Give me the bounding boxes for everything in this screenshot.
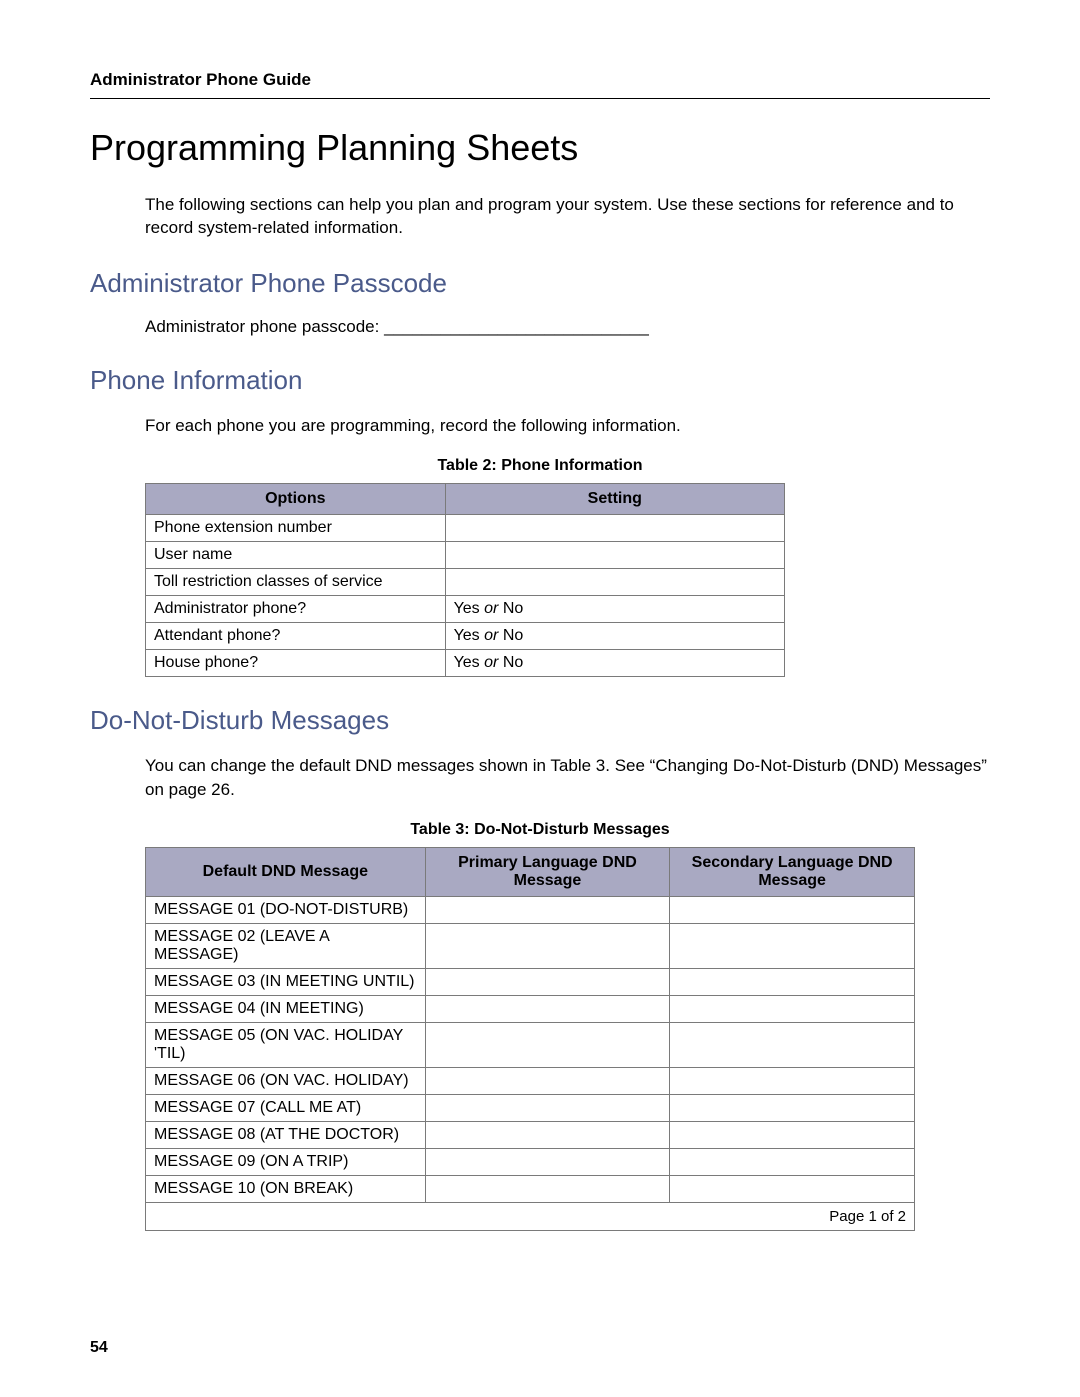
table-row: MESSAGE 08 (AT THE DOCTOR) — [146, 1122, 915, 1149]
page-title: Programming Planning Sheets — [90, 127, 990, 169]
dnd-primary-cell — [425, 1122, 670, 1149]
dnd-primary-cell — [425, 1149, 670, 1176]
yes-text: Yes — [454, 627, 480, 644]
dnd-secondary-cell — [670, 1068, 915, 1095]
col-primary-lang: Primary Language DND Message — [425, 848, 670, 897]
dnd-primary-cell — [425, 969, 670, 996]
dnd-primary-cell — [425, 996, 670, 1023]
table-row: Attendant phone? Yes or No — [146, 623, 785, 650]
dnd-secondary-cell — [670, 924, 915, 969]
table-row: MESSAGE 02 (LEAVE A MESSAGE) — [146, 924, 915, 969]
table-row: MESSAGE 04 (IN MEETING) — [146, 996, 915, 1023]
section-dnd-heading: Do-Not-Disturb Messages — [90, 705, 990, 736]
table-row: MESSAGE 01 (DO-NOT-DISTURB) — [146, 897, 915, 924]
option-cell: Phone extension number — [146, 515, 446, 542]
dnd-table: Default DND Message Primary Language DND… — [145, 847, 915, 1231]
table-row: Administrator phone? Yes or No — [146, 596, 785, 623]
or-text: or — [480, 654, 503, 671]
dnd-paragraph: You can change the default DND messages … — [145, 754, 990, 801]
dnd-primary-cell — [425, 1068, 670, 1095]
dnd-secondary-cell — [670, 1122, 915, 1149]
table-row: MESSAGE 05 (ON VAC. HOLIDAY 'TIL) — [146, 1023, 915, 1068]
dnd-default-cell: MESSAGE 01 (DO-NOT-DISTURB) — [146, 897, 426, 924]
document-page: Administrator Phone Guide Programming Pl… — [0, 0, 1080, 1397]
dnd-default-cell: MESSAGE 07 (CALL ME AT) — [146, 1095, 426, 1122]
setting-cell — [445, 542, 784, 569]
dnd-primary-cell — [425, 1176, 670, 1203]
option-cell: Administrator phone? — [146, 596, 446, 623]
dnd-secondary-cell — [670, 1023, 915, 1068]
running-header: Administrator Phone Guide — [90, 70, 990, 99]
table-row: MESSAGE 10 (ON BREAK) — [146, 1176, 915, 1203]
table-row: MESSAGE 07 (CALL ME AT) — [146, 1095, 915, 1122]
yes-text: Yes — [454, 654, 480, 671]
passcode-label: Administrator phone passcode: __________… — [145, 317, 990, 337]
dnd-primary-cell — [425, 1095, 670, 1122]
dnd-default-cell: MESSAGE 08 (AT THE DOCTOR) — [146, 1122, 426, 1149]
page-number: 54 — [90, 1339, 108, 1357]
option-cell: House phone? — [146, 650, 446, 677]
dnd-default-cell: MESSAGE 02 (LEAVE A MESSAGE) — [146, 924, 426, 969]
col-secondary-lang: Secondary Language DND Message — [670, 848, 915, 897]
dnd-secondary-cell — [670, 969, 915, 996]
col-default-dnd: Default DND Message — [146, 848, 426, 897]
option-cell: Toll restriction classes of service — [146, 569, 446, 596]
setting-cell-yesno: Yes or No — [445, 596, 784, 623]
yes-text: Yes — [454, 600, 480, 617]
dnd-default-cell: MESSAGE 04 (IN MEETING) — [146, 996, 426, 1023]
table-row: House phone? Yes or No — [146, 650, 785, 677]
setting-cell-yesno: Yes or No — [445, 650, 784, 677]
table-row: User name — [146, 542, 785, 569]
dnd-primary-cell — [425, 897, 670, 924]
setting-cell — [445, 515, 784, 542]
option-cell: User name — [146, 542, 446, 569]
table-footer-row: Page 1 of 2 — [146, 1203, 915, 1231]
section-phone-info-heading: Phone Information — [90, 365, 990, 396]
col-setting: Setting — [445, 484, 784, 515]
table-row: Phone extension number — [146, 515, 785, 542]
phone-info-table: Options Setting Phone extension number U… — [145, 483, 785, 677]
table-header-row: Default DND Message Primary Language DND… — [146, 848, 915, 897]
dnd-table-caption: Table 3: Do-Not-Disturb Messages — [90, 821, 990, 839]
setting-cell-yesno: Yes or No — [445, 623, 784, 650]
or-text: or — [480, 600, 503, 617]
table-row: MESSAGE 09 (ON A TRIP) — [146, 1149, 915, 1176]
section-passcode-heading: Administrator Phone Passcode — [90, 268, 990, 299]
dnd-default-cell: MESSAGE 10 (ON BREAK) — [146, 1176, 426, 1203]
dnd-secondary-cell — [670, 1149, 915, 1176]
setting-cell — [445, 569, 784, 596]
dnd-primary-cell — [425, 924, 670, 969]
table-pagination: Page 1 of 2 — [146, 1203, 915, 1231]
dnd-default-cell: MESSAGE 09 (ON A TRIP) — [146, 1149, 426, 1176]
table-header-row: Options Setting — [146, 484, 785, 515]
dnd-default-cell: MESSAGE 05 (ON VAC. HOLIDAY 'TIL) — [146, 1023, 426, 1068]
table-row: MESSAGE 06 (ON VAC. HOLIDAY) — [146, 1068, 915, 1095]
intro-paragraph: The following sections can help you plan… — [145, 193, 990, 240]
phone-info-table-caption: Table 2: Phone Information — [90, 457, 990, 475]
phone-info-paragraph: For each phone you are programming, reco… — [145, 414, 990, 437]
dnd-default-cell: MESSAGE 03 (IN MEETING UNTIL) — [146, 969, 426, 996]
or-text: or — [480, 627, 503, 644]
no-text: No — [503, 600, 523, 617]
dnd-secondary-cell — [670, 996, 915, 1023]
no-text: No — [503, 627, 523, 644]
table-row: Toll restriction classes of service — [146, 569, 785, 596]
option-cell: Attendant phone? — [146, 623, 446, 650]
dnd-primary-cell — [425, 1023, 670, 1068]
dnd-secondary-cell — [670, 1095, 915, 1122]
col-options: Options — [146, 484, 446, 515]
dnd-secondary-cell — [670, 1176, 915, 1203]
table-row: MESSAGE 03 (IN MEETING UNTIL) — [146, 969, 915, 996]
no-text: No — [503, 654, 523, 671]
dnd-default-cell: MESSAGE 06 (ON VAC. HOLIDAY) — [146, 1068, 426, 1095]
dnd-secondary-cell — [670, 897, 915, 924]
